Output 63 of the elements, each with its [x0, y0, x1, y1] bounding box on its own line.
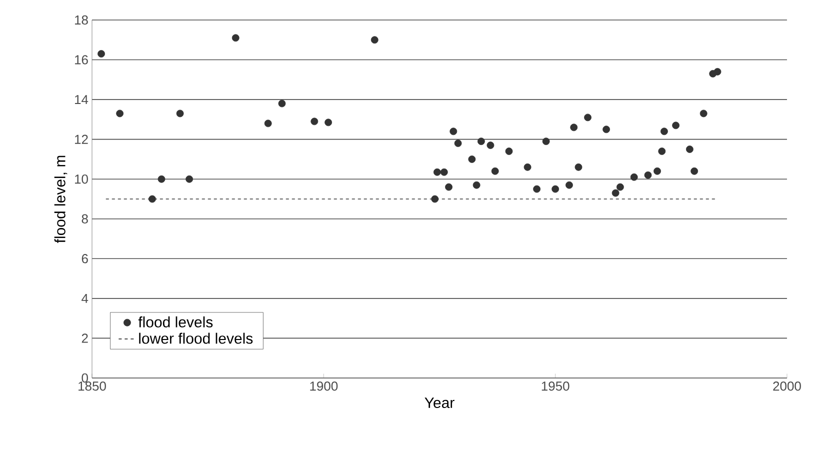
point [584, 114, 592, 122]
point [616, 183, 624, 191]
point [552, 185, 560, 193]
y-tick-label: 12 [75, 134, 88, 144]
point [278, 100, 286, 108]
point [232, 34, 240, 42]
point [654, 167, 661, 175]
point [574, 163, 582, 171]
point [533, 185, 540, 193]
point [612, 189, 620, 197]
point [454, 140, 462, 148]
x-axis-title: Year [424, 398, 454, 408]
point [672, 122, 680, 130]
point [505, 148, 513, 155]
point [660, 128, 668, 136]
y-tick-label: 4 [82, 294, 88, 303]
point [686, 146, 694, 153]
y-axis-title: flood level, m [54, 156, 68, 243]
y-tick-label: 16 [75, 55, 88, 64]
point [158, 175, 166, 183]
point [431, 195, 439, 203]
point [98, 50, 105, 58]
point [690, 167, 698, 175]
x-tick-label: 1850 [78, 382, 106, 391]
point [486, 142, 494, 149]
point [491, 167, 499, 175]
point [570, 124, 578, 132]
y-tick-label: 2 [82, 334, 88, 343]
point [714, 68, 722, 76]
point [700, 110, 708, 118]
y-tick-label: 14 [75, 95, 88, 104]
legend-label: flood levels [138, 316, 213, 328]
point [186, 175, 194, 183]
legend-label: lower flood levels [139, 332, 253, 344]
point [445, 183, 452, 191]
point [324, 118, 332, 126]
x-tick-label: 2000 [773, 382, 801, 391]
point [478, 138, 485, 146]
x-tick-label: 1950 [542, 382, 570, 391]
point [176, 110, 184, 118]
point [370, 36, 378, 44]
point [472, 181, 480, 189]
point [450, 128, 458, 136]
point [542, 138, 550, 146]
point [630, 173, 638, 181]
point [566, 181, 573, 189]
point [468, 156, 476, 163]
point [116, 110, 124, 118]
point [644, 171, 652, 179]
y-tick-label: 10 [75, 174, 88, 184]
point [148, 195, 156, 203]
point [433, 168, 441, 176]
point [602, 126, 610, 134]
point [310, 118, 318, 126]
x-tick-label: 1900 [310, 382, 338, 391]
point [658, 148, 666, 155]
y-tick-label: 18 [75, 15, 88, 25]
point [440, 168, 448, 176]
point [264, 120, 272, 128]
point [524, 163, 532, 171]
y-tick-label: 6 [82, 254, 88, 264]
y-tick-label: 8 [82, 214, 88, 224]
y-tick-label: 0 [82, 373, 88, 383]
